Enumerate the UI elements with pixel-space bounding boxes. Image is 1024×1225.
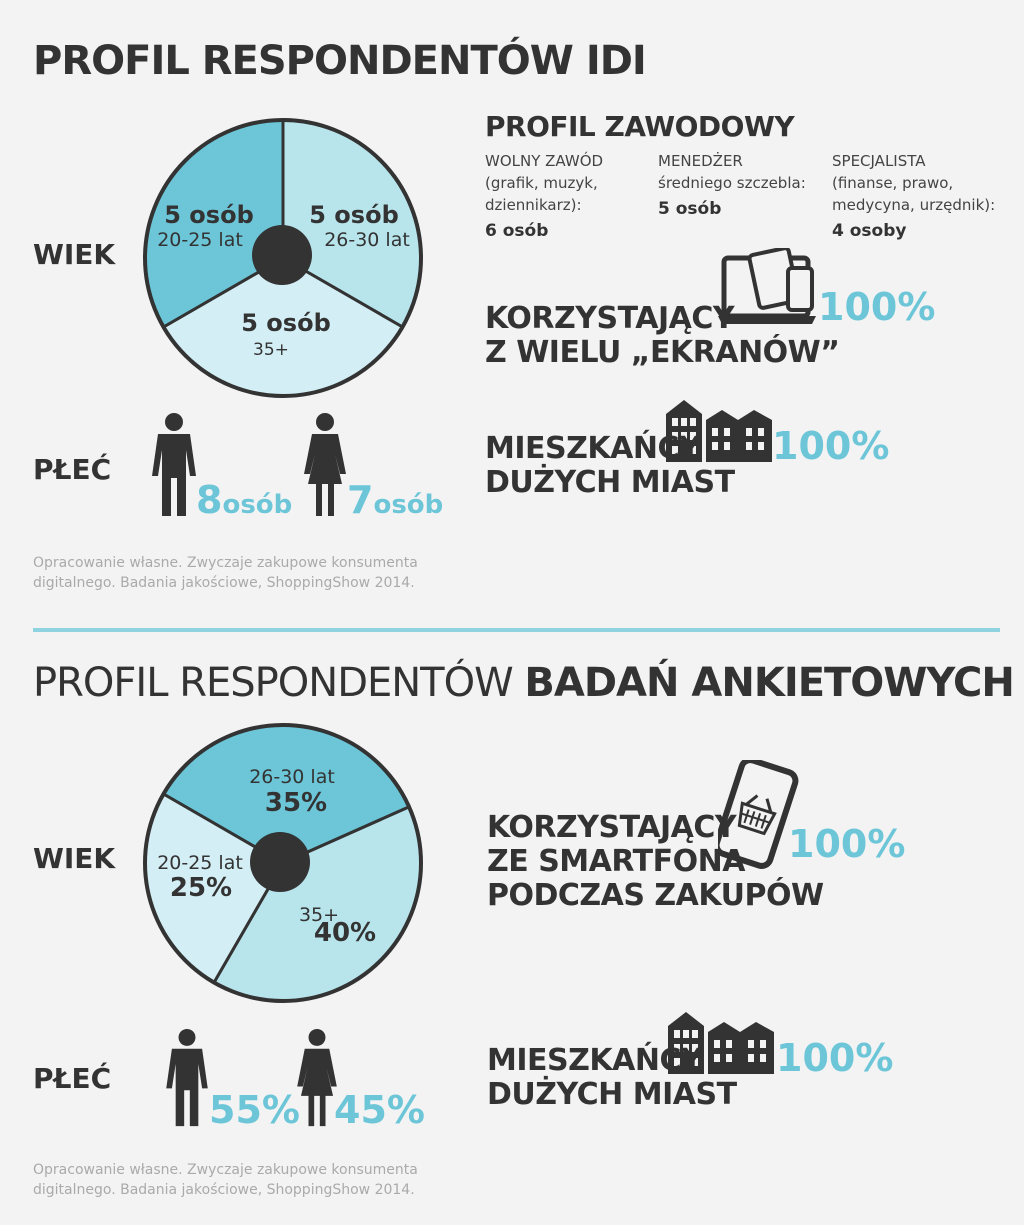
age-pie-chart-1: 5 osób 20-25 lat 5 osób 26-30 lat 5 osób… <box>143 118 423 398</box>
profil-zawodowy-title: PROFIL ZAWODOWY <box>485 110 795 143</box>
city-buildings-icon <box>668 1012 774 1074</box>
pie1-center <box>252 225 312 285</box>
cities-pct-1: 100% <box>772 424 890 468</box>
pie2-sub-26-30: 26-30 lat <box>249 766 335 788</box>
cities-pct-2: 100% <box>776 1036 894 1080</box>
section2-title: PROFIL RESPONDENTÓW BADAŃ ANKIETOWYCH <box>33 660 1015 706</box>
female-count-1: 7osób <box>347 478 444 522</box>
screens-text: KORZYSTAJĄCY Z WIELU „EKRANÓW” <box>485 301 840 370</box>
plec-label-2: PŁEĆ <box>33 1062 112 1095</box>
pie2-center <box>250 832 310 892</box>
source-note-1: Opracowanie własne. Zwyczaje zakupowe ko… <box>33 555 418 591</box>
smartphone-basket-icon <box>718 760 799 869</box>
male-icon <box>166 1028 208 1127</box>
pie1-label-35plus: 5 osób <box>241 309 331 337</box>
pie2-sub-35plus: 35+ <box>299 904 339 926</box>
section1-title: PROFIL RESPONDENTÓW IDI <box>33 38 647 84</box>
female-icon <box>297 1028 337 1127</box>
pie2-label-35plus: 40% <box>314 918 376 948</box>
pie1-sub-35plus: 35+ <box>253 340 289 360</box>
section-divider <box>33 628 1000 632</box>
pie1-label-26-30: 5 osób <box>309 201 399 229</box>
pie1-label-20-25: 5 osób <box>164 201 254 229</box>
pie2-label-20-25: 25% <box>170 873 232 903</box>
male-icon <box>152 413 196 516</box>
cities-text-1: MIESZKAŃCY DUŻYCH MIAST <box>485 431 735 500</box>
pie2-sub-20-25: 20-25 lat <box>157 852 243 874</box>
smartphone-text: KORZYSTAJĄCY ZE SMARTFONA PODCZAS ZAKUPÓ… <box>487 810 824 913</box>
wiek-label-2: WIEK <box>33 842 116 875</box>
pie1-sub-26-30: 26-30 lat <box>324 229 410 251</box>
devices-icon <box>718 248 816 324</box>
wiek-label-1: WIEK <box>33 238 116 271</box>
screens-pct: 100% <box>818 285 936 329</box>
age-pie-chart-2: 26-30 lat 35% 35+ 40% 20-25 lat 25% <box>143 723 423 1003</box>
pie2-label-26-30: 35% <box>265 788 327 818</box>
smartphone-pct: 100% <box>788 822 906 866</box>
female-icon <box>304 413 346 516</box>
source-note-2: Opracowanie własne. Zwyczaje zakupowe ko… <box>33 1162 418 1198</box>
profil-item-menedzer: MENEDŻER średniego szczebla: 5 osób <box>658 152 806 219</box>
profil-item-specjalista: SPECJALISTA (finanse, prawo, medycyna, u… <box>832 152 996 241</box>
city-buildings-icon <box>666 400 772 462</box>
plec-label-1: PŁEĆ <box>33 453 112 486</box>
female-pct-2: 45% <box>334 1088 425 1132</box>
pie1-sub-20-25: 20-25 lat <box>157 229 243 251</box>
male-pct-2: 55% <box>209 1088 300 1132</box>
profil-item-wolny: WOLNY ZAWÓD (grafik, muzyk, dziennikarz)… <box>485 152 604 241</box>
male-count-1: 8osób <box>196 478 293 522</box>
cities-text-2: MIESZKAŃCY DUŻYCH MIAST <box>487 1043 737 1112</box>
